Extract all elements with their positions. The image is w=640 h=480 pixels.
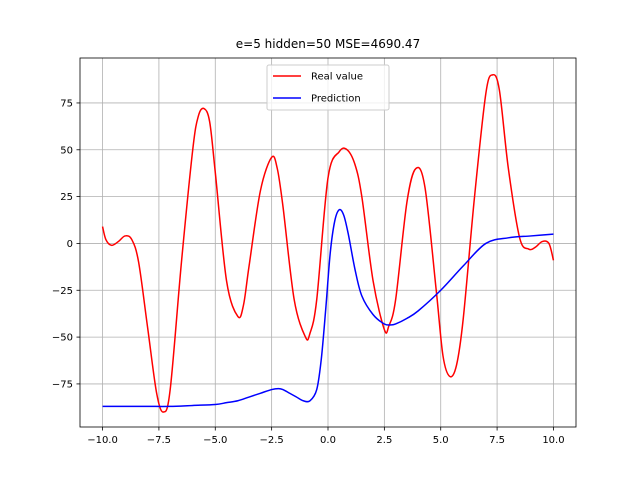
y-tick-label: 0 xyxy=(67,239,73,250)
x-tick-label: 5.0 xyxy=(433,435,449,446)
x-tick-label: 0.0 xyxy=(320,435,336,446)
x-tick-label: −10.0 xyxy=(87,435,118,446)
legend-label-real-value: Real value xyxy=(311,72,363,83)
series-line-prediction xyxy=(102,208,554,408)
y-tick-label: −50 xyxy=(52,333,73,344)
grid xyxy=(80,58,576,427)
x-tick-label: 2.5 xyxy=(376,435,392,446)
legend-label-prediction: Prediction xyxy=(311,94,361,105)
y-tick-label: −75 xyxy=(52,379,73,390)
x-tick-label: 10.0 xyxy=(542,435,564,446)
plot-area xyxy=(101,73,555,413)
chart-title: e=5 hidden=50 MSE=4690.47 xyxy=(236,37,420,51)
y-tick-label: −25 xyxy=(52,286,73,297)
x-tick-label: −2.5 xyxy=(259,435,283,446)
x-tick-label: 7.5 xyxy=(489,435,505,446)
y-tick-label: 50 xyxy=(60,145,73,156)
y-tick-label: 25 xyxy=(60,192,73,203)
series-line-real-value xyxy=(101,73,555,413)
legend: Real value Prediction xyxy=(266,64,390,111)
y-tick-label: 75 xyxy=(60,98,73,109)
axes: −10.0 −7.5 −5.0 −2.5 0.0 2.5 5.0 7.5 10.0 −75 −50 −… xyxy=(52,57,577,446)
x-tick-label: −7.5 xyxy=(147,435,171,446)
x-tick-label: −5.0 xyxy=(203,435,227,446)
